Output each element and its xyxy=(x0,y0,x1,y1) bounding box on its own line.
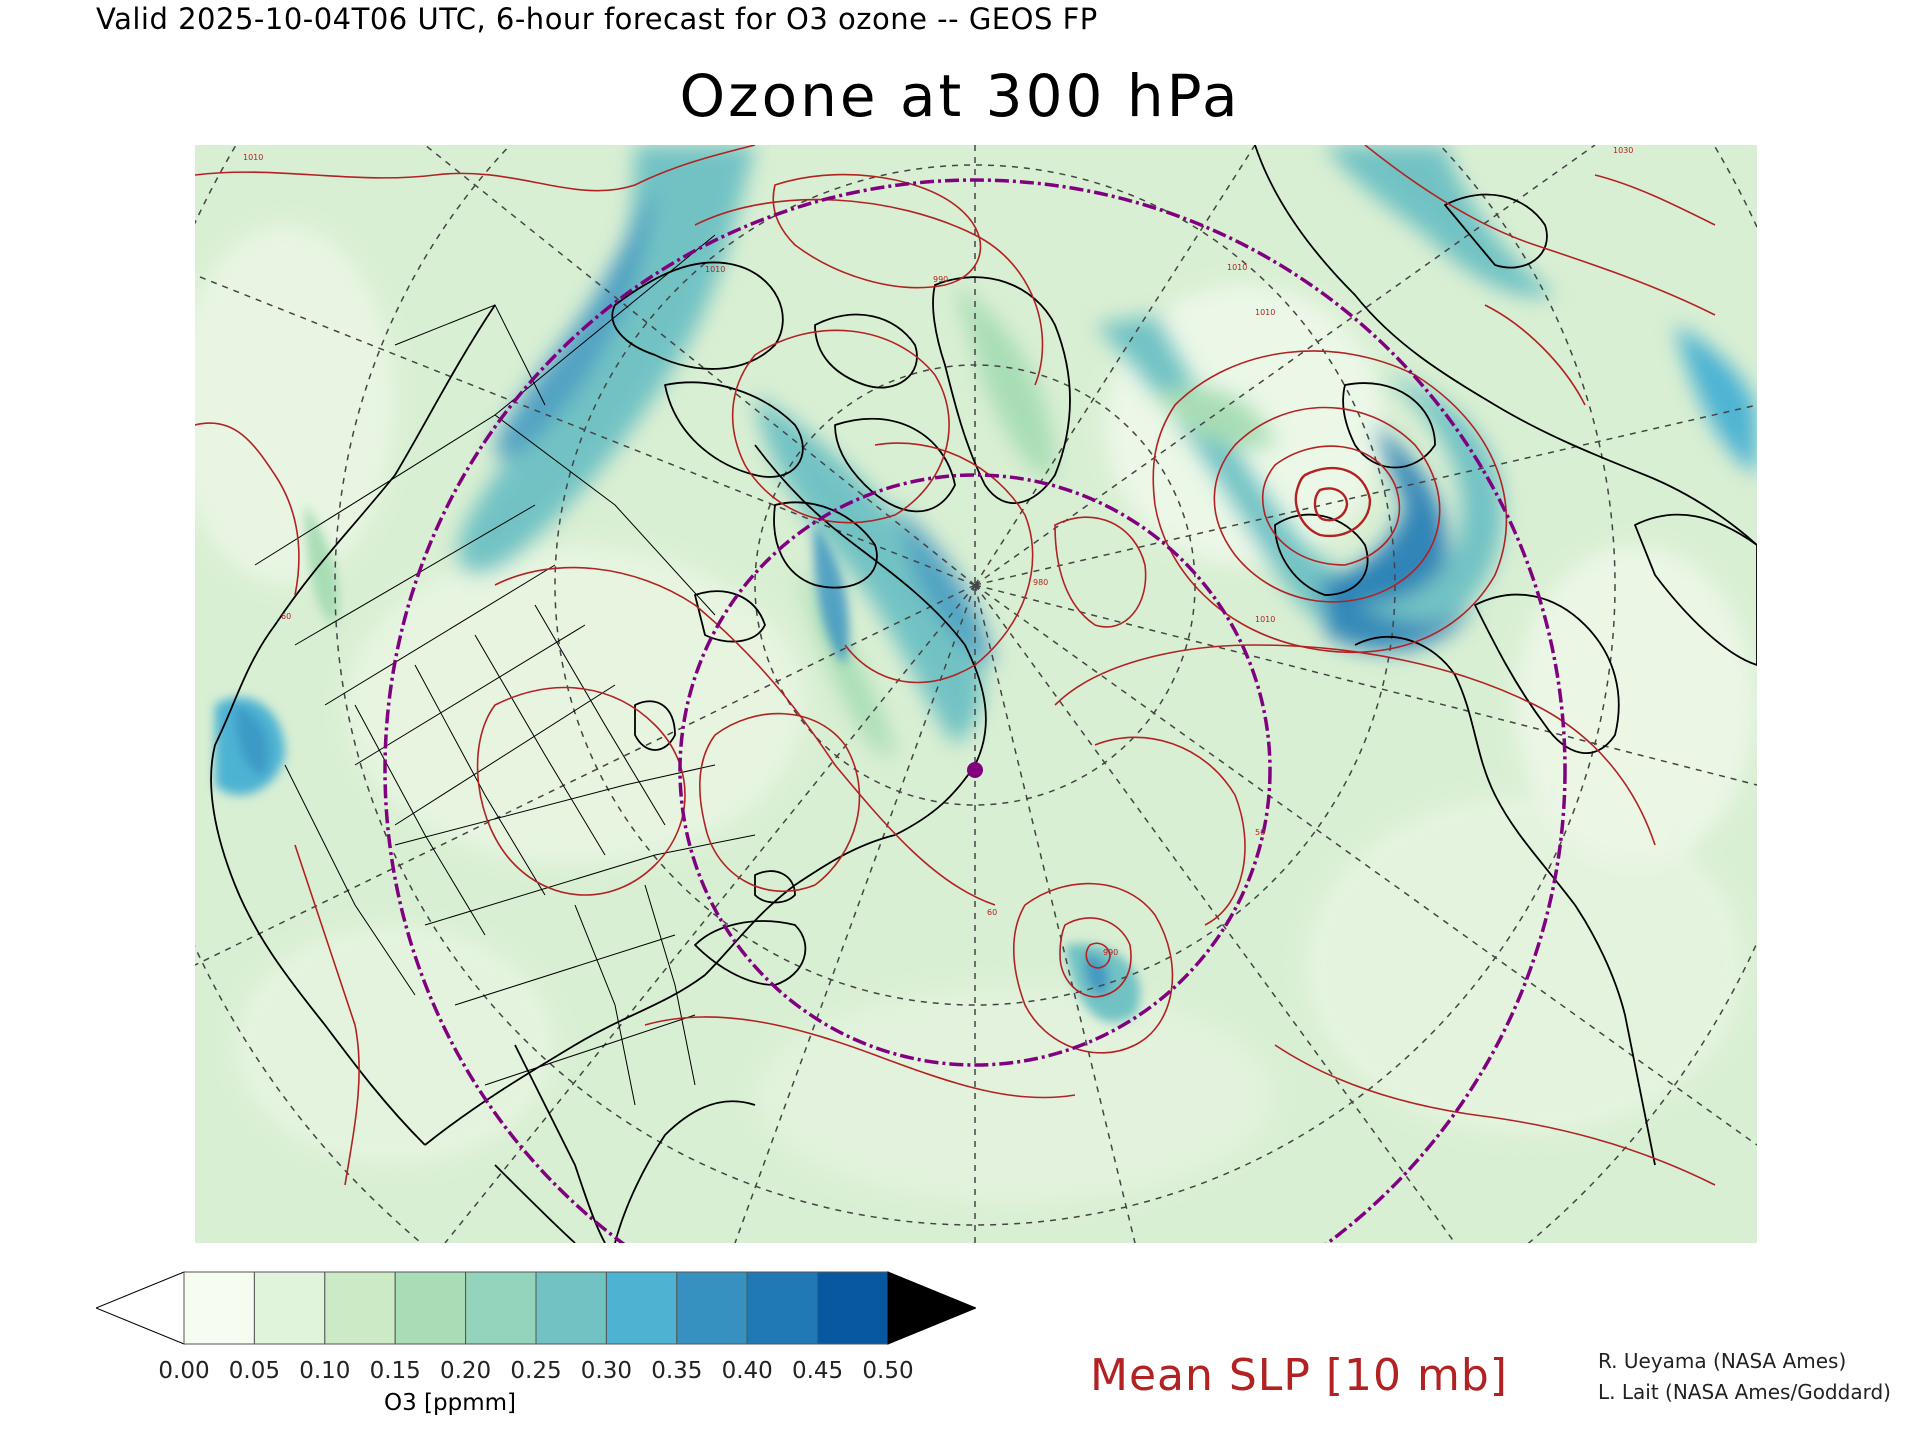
contour-label-group: 1010 1010 1010 1010 1010 1030 990 990 98… xyxy=(243,146,1633,957)
contour-label: 50 xyxy=(1255,828,1265,837)
contour-label: 1010 xyxy=(1227,263,1247,272)
graticule-lines xyxy=(195,145,1757,1243)
coastlines xyxy=(210,145,1757,1243)
range-rings xyxy=(383,178,1567,1243)
colorbar-tick-label: 0.40 xyxy=(721,1358,773,1384)
contour-label: 990 xyxy=(933,275,948,284)
slp-contours xyxy=(195,145,1716,1186)
contour-label: 1010 xyxy=(243,153,263,162)
colorbar-tick-label: 0.45 xyxy=(791,1358,844,1384)
credit-line-1: R. Ueyama (NASA Ames) xyxy=(1598,1349,1847,1373)
ozone-map: 1010 1010 1010 1010 1010 1030 990 990 98… xyxy=(195,145,1757,1243)
colorbar-tick-label: 0.50 xyxy=(862,1358,914,1384)
ozone-colorbar xyxy=(96,1271,976,1345)
contour-label: 1010 xyxy=(705,265,725,274)
site-marker xyxy=(967,762,983,778)
contour-label: 990 xyxy=(1103,948,1118,957)
colorbar-over-arrow xyxy=(887,1271,976,1345)
political-borders xyxy=(254,234,756,1106)
contour-label: 1010 xyxy=(1255,615,1275,624)
contour-label: 980 xyxy=(1033,578,1048,587)
colorbar-units: O3 [ppmm] xyxy=(383,1390,517,1416)
colorbar-tick-label: 0.05 xyxy=(228,1358,280,1384)
colorbar-swatch xyxy=(324,1271,396,1345)
colorbar-swatch xyxy=(394,1271,467,1345)
colorbar-tick-label: 0.00 xyxy=(158,1358,210,1384)
forecast-valid-line: Valid 2025-10-04T06 UTC, 6-hour forecast… xyxy=(96,2,1098,36)
colorbar-swatch xyxy=(746,1271,819,1345)
map-title: Ozone at 300 hPa xyxy=(679,62,1241,130)
contour-label: 60 xyxy=(281,612,291,621)
colorbar-swatch xyxy=(253,1271,326,1345)
slp-legend-label: Mean SLP [10 mb] xyxy=(1090,1350,1508,1401)
colorbar-swatch xyxy=(465,1271,537,1345)
colorbar-swatch xyxy=(535,1271,607,1345)
contour-label: 1010 xyxy=(1255,308,1275,317)
contour-label: 60 xyxy=(987,908,997,917)
colorbar-swatch xyxy=(183,1271,255,1345)
colorbar-tick-label: 0.15 xyxy=(369,1358,421,1384)
colorbar-tick-label: 0.25 xyxy=(510,1358,562,1384)
colorbar-under-arrow xyxy=(96,1271,185,1345)
colorbar-tick-label: 0.35 xyxy=(651,1358,703,1384)
colorbar-tick-label: 0.30 xyxy=(580,1358,632,1384)
colorbar-tick-label: 0.10 xyxy=(299,1358,351,1384)
colorbar-swatch xyxy=(676,1271,748,1345)
contour-label: 1030 xyxy=(1613,146,1633,155)
colorbar-swatch xyxy=(817,1271,889,1345)
colorbar-swatch xyxy=(605,1271,678,1345)
credit-line-2: L. Lait (NASA Ames/Goddard) xyxy=(1598,1380,1891,1404)
colorbar-tick-label: 0.20 xyxy=(439,1358,492,1384)
low-ozone-regions xyxy=(195,225,1755,1205)
